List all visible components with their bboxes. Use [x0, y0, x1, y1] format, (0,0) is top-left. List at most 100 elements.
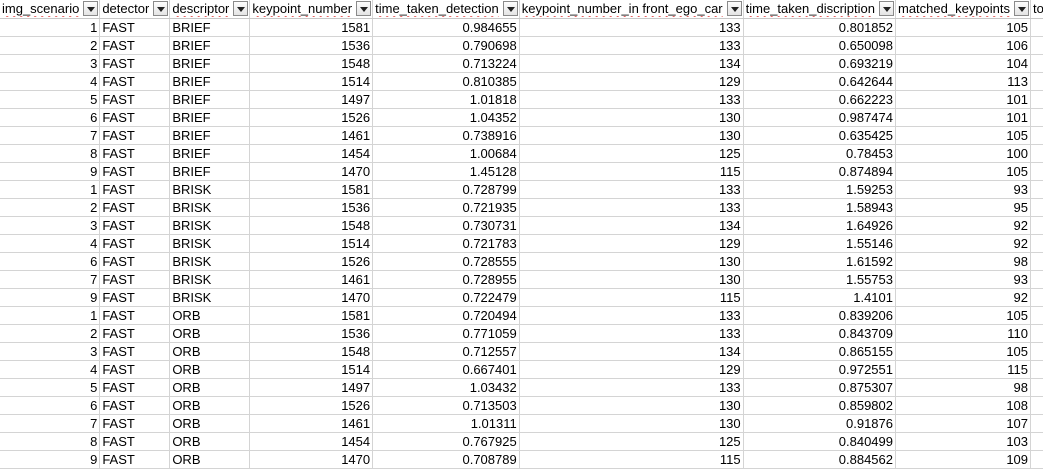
table-cell[interactable]: FAST — [99, 288, 171, 307]
table-cell[interactable]: 1514 — [249, 360, 374, 379]
table-cell[interactable]: 134 — [519, 342, 744, 361]
table-cell[interactable]: 0.662223 — [743, 90, 897, 109]
table-cell[interactable]: 0.728555 — [372, 252, 520, 271]
table-cell[interactable]: 115 — [519, 450, 744, 469]
table-cell[interactable]: 1.55146 — [743, 234, 897, 253]
table-cell[interactable]: 130 — [519, 252, 744, 271]
table-cell[interactable]: 2.132579 — [1030, 288, 1043, 307]
table-cell[interactable]: 125 — [519, 432, 744, 451]
table-cell[interactable]: 0.859802 — [743, 396, 897, 415]
table-cell[interactable]: 1 — [0, 18, 101, 37]
table-cell[interactable]: 110 — [895, 324, 1032, 343]
table-cell[interactable]: 1526 — [249, 396, 374, 415]
table-cell[interactable]: 115 — [519, 288, 744, 307]
table-cell[interactable]: 0.728955 — [372, 270, 520, 289]
table-cell[interactable]: FAST — [99, 18, 171, 37]
table-cell[interactable]: 1514 — [249, 72, 374, 91]
autofilter-dropdown-icon[interactable] — [502, 1, 518, 16]
table-cell[interactable]: 9 — [0, 288, 101, 307]
table-cell[interactable]: 0.730731 — [372, 216, 520, 235]
table-cell[interactable]: 1.04352 — [372, 108, 520, 127]
table-cell[interactable]: 0.728799 — [372, 180, 520, 199]
table-cell[interactable]: 0.720494 — [372, 306, 520, 325]
table-cell[interactable]: 130 — [519, 108, 744, 127]
table-cell[interactable]: 1461 — [249, 126, 374, 145]
column-header-matched-keypoints[interactable]: matched_keypoints — [895, 0, 1032, 19]
table-cell[interactable]: 92 — [895, 216, 1032, 235]
table-cell[interactable]: 3 — [0, 216, 101, 235]
table-cell[interactable]: 105 — [895, 126, 1032, 145]
table-cell[interactable]: 1454 — [249, 144, 374, 163]
table-cell[interactable]: 134 — [519, 216, 744, 235]
table-cell[interactable]: 95 — [895, 198, 1032, 217]
table-cell[interactable]: 105 — [895, 342, 1032, 361]
table-cell[interactable]: 1454 — [249, 432, 374, 451]
column-header-time-taken-detection[interactable]: time_taken_detection — [372, 0, 520, 19]
table-cell[interactable]: 1.03432 — [372, 378, 520, 397]
table-cell[interactable]: 8 — [0, 432, 101, 451]
table-cell[interactable]: 105 — [895, 18, 1032, 37]
table-cell[interactable]: 1.55753 — [743, 270, 897, 289]
table-cell[interactable]: 0.722479 — [372, 288, 520, 307]
table-cell[interactable]: FAST — [99, 252, 171, 271]
table-cell[interactable]: 0.738916 — [372, 126, 520, 145]
table-cell[interactable]: 107 — [895, 414, 1032, 433]
table-cell[interactable]: 4 — [0, 72, 101, 91]
table-cell[interactable]: 103 — [895, 432, 1032, 451]
table-cell[interactable]: BRISK — [169, 180, 251, 199]
table-cell[interactable]: ORB — [169, 414, 251, 433]
table-cell[interactable]: 0.650098 — [743, 36, 897, 55]
table-cell[interactable]: BRIEF — [169, 54, 251, 73]
table-cell[interactable]: ORB — [169, 396, 251, 415]
autofilter-dropdown-icon[interactable] — [83, 1, 99, 16]
table-cell[interactable]: 133 — [519, 324, 744, 343]
table-cell[interactable]: BRISK — [169, 270, 251, 289]
table-cell[interactable]: 0.810385 — [372, 72, 520, 91]
table-cell[interactable]: 130 — [519, 126, 744, 145]
table-cell[interactable]: 1536 — [249, 36, 374, 55]
column-header-detector[interactable]: detector — [99, 0, 171, 19]
table-cell[interactable]: 1526 — [249, 108, 374, 127]
table-cell[interactable]: 1581 — [249, 306, 374, 325]
table-cell[interactable]: FAST — [99, 108, 171, 127]
table-cell[interactable]: 0.721783 — [372, 234, 520, 253]
table-cell[interactable]: 1581 — [249, 180, 374, 199]
table-cell[interactable]: 1.608424 — [1030, 432, 1043, 451]
table-cell[interactable]: FAST — [99, 306, 171, 325]
column-header-total-time[interactable]: total_time — [1030, 0, 1043, 19]
table-cell[interactable]: 1.4101 — [743, 288, 897, 307]
table-cell[interactable]: 1461 — [249, 414, 374, 433]
table-cell[interactable]: 1.440796 — [1030, 36, 1043, 55]
table-cell[interactable]: 1581 — [249, 18, 374, 37]
table-cell[interactable]: 0.78453 — [743, 144, 897, 163]
table-cell[interactable]: 105 — [895, 306, 1032, 325]
table-cell[interactable]: BRISK — [169, 288, 251, 307]
table-cell[interactable]: FAST — [99, 144, 171, 163]
table-cell[interactable]: 1 — [0, 306, 101, 325]
table-cell[interactable]: FAST — [99, 432, 171, 451]
table-cell[interactable]: 101 — [895, 108, 1032, 127]
table-cell[interactable]: ORB — [169, 324, 251, 343]
table-cell[interactable]: 3 — [0, 342, 101, 361]
table-cell[interactable]: FAST — [99, 198, 171, 217]
table-cell[interactable]: 0.801852 — [743, 18, 897, 37]
table-cell[interactable]: 4 — [0, 234, 101, 253]
table-cell[interactable]: 1548 — [249, 216, 374, 235]
column-header-descriptor[interactable]: descriptor — [169, 0, 251, 19]
table-cell[interactable]: 1.593351 — [1030, 450, 1043, 469]
table-cell[interactable]: 7 — [0, 126, 101, 145]
table-cell[interactable]: 0.713503 — [372, 396, 520, 415]
table-cell[interactable]: 1.01311 — [372, 414, 520, 433]
table-cell[interactable]: 100 — [895, 144, 1032, 163]
table-cell[interactable]: 1.58943 — [743, 198, 897, 217]
table-cell[interactable]: 1470 — [249, 450, 374, 469]
table-cell[interactable]: 2 — [0, 36, 101, 55]
table-cell[interactable]: 9 — [0, 450, 101, 469]
table-cell[interactable]: 2.273243 — [1030, 234, 1043, 253]
table-cell[interactable]: 1514 — [249, 234, 374, 253]
table-cell[interactable]: 1470 — [249, 162, 374, 181]
table-cell[interactable]: 1.406443 — [1030, 54, 1043, 73]
table-cell[interactable]: 0.972551 — [743, 360, 897, 379]
table-cell[interactable]: 129 — [519, 360, 744, 379]
table-cell[interactable]: 7 — [0, 414, 101, 433]
